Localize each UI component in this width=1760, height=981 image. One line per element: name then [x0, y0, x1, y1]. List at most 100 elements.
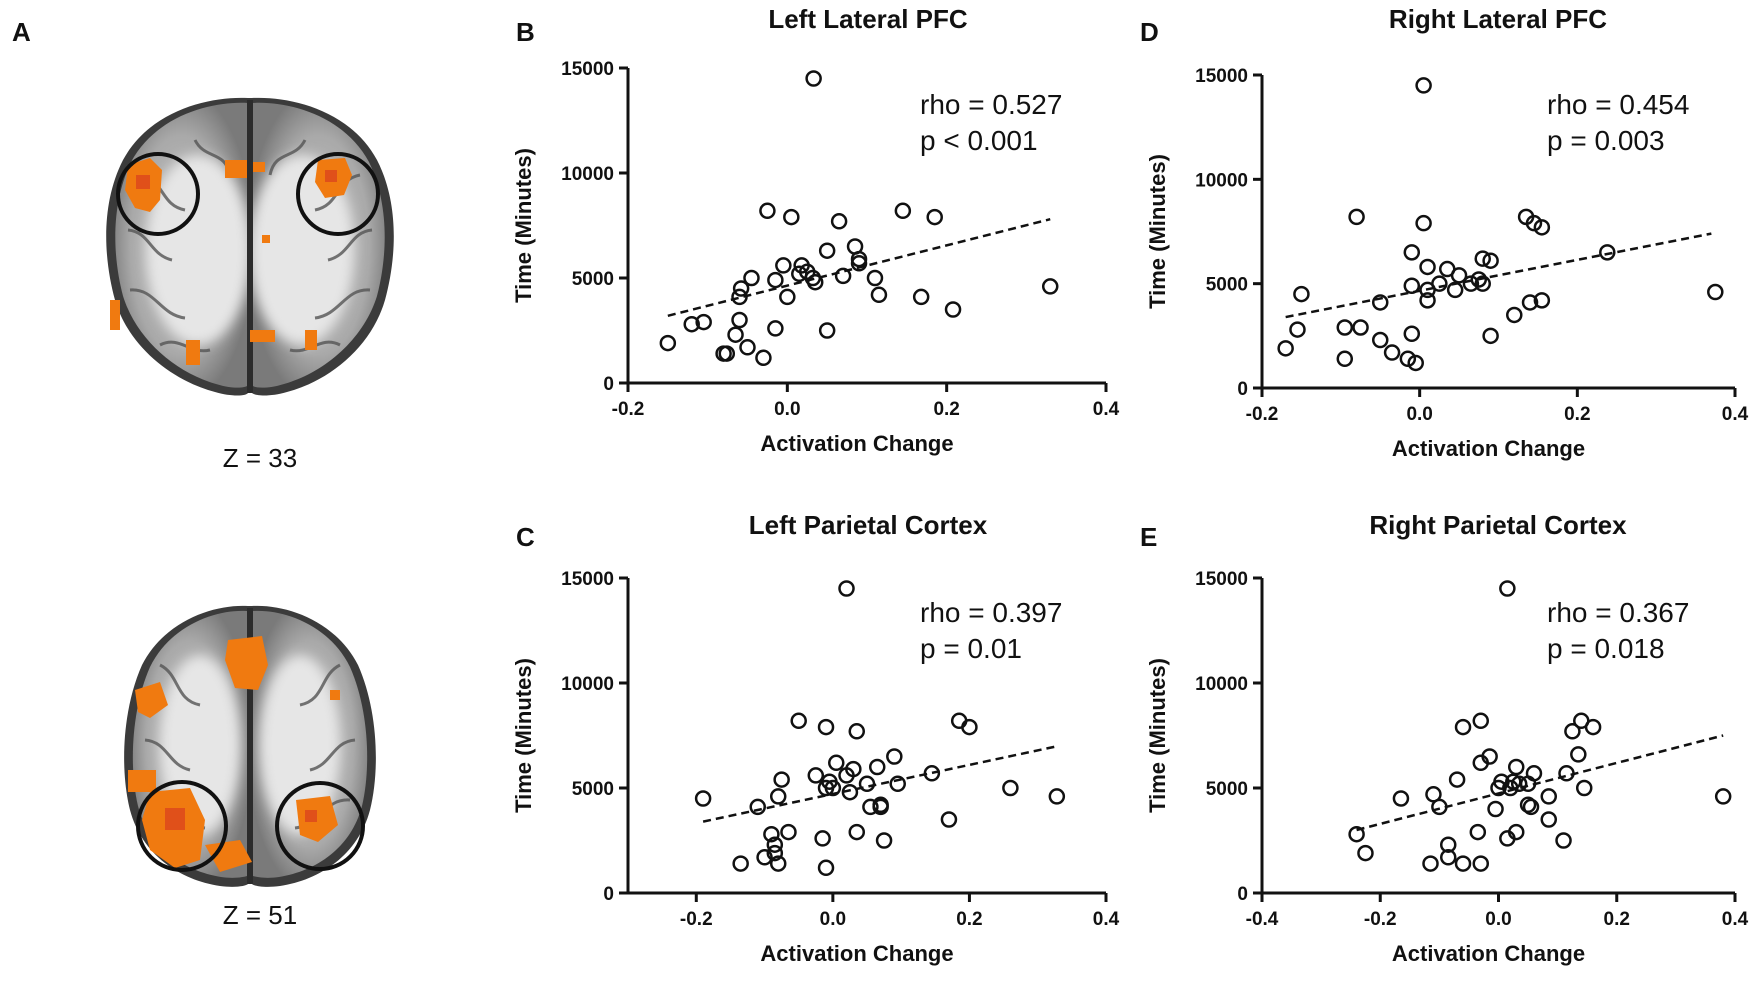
- chart-e-point: [1714, 788, 1732, 805]
- chart-c-title: Left Parietal Cortex: [749, 510, 988, 540]
- chart-d-point: [1533, 292, 1551, 309]
- chart-d-y-tick-label: 15000: [1195, 66, 1248, 87]
- chart-c-point: [875, 832, 893, 849]
- roi-circle-right-pfc: [296, 152, 380, 236]
- chart-e-point: [1469, 823, 1487, 841]
- chart-b-point: [818, 322, 836, 339]
- chart-b-panel-letter: B: [516, 17, 535, 47]
- chart-left-lateral-pfc: B Left Lateral PFC 0 5000 10000 15000 -0.2 0.0 0…: [511, 4, 1120, 456]
- chart-c-point: [807, 767, 825, 784]
- roi-circle-right-parietal: [275, 781, 365, 871]
- chart-b-point: [944, 301, 962, 318]
- chart-c-point: [756, 849, 773, 866]
- chart-e-point: [1499, 580, 1516, 597]
- chart-d-point: [1372, 294, 1389, 311]
- chart-e-point: [1490, 779, 1507, 797]
- chart-b-point: [767, 320, 784, 337]
- chart-b-point: [783, 208, 800, 226]
- chart-d-y-axis-label: Time (Minutes): [1145, 154, 1170, 309]
- chart-d-point: [1277, 340, 1294, 357]
- chart-c-point: [838, 767, 855, 784]
- chart-c-point: [749, 798, 766, 816]
- chart-d-point: [1470, 271, 1488, 288]
- chart-e-point: [1522, 798, 1540, 816]
- chart-d-point: [1533, 219, 1551, 236]
- chart-e-point: [1439, 849, 1457, 866]
- roi-circle-left-parietal: [136, 780, 228, 872]
- chart-e-point: [1454, 855, 1472, 872]
- chart-b-fit-line: [667, 217, 1051, 318]
- chart-b-point: [834, 267, 852, 285]
- chart-c-panel-letter: C: [516, 522, 535, 552]
- chart-b-y-tick-label: 0: [603, 374, 614, 395]
- chart-b-point: [894, 202, 912, 220]
- chart-b-point: [718, 345, 736, 362]
- chart-c-point: [858, 775, 876, 793]
- chart-e-point: [1487, 800, 1504, 818]
- chart-d-point: [1462, 275, 1480, 292]
- chart-c-point: [828, 754, 845, 772]
- chart-e-panel-letter: E: [1140, 522, 1157, 552]
- chart-b-stat-rho: rho = 0.527: [920, 89, 1062, 120]
- chart-d-point: [1450, 267, 1468, 284]
- chart-c-stat-p: p = 0.01: [920, 633, 1022, 664]
- chart-e-point: [1448, 771, 1466, 788]
- chart-b-point: [683, 315, 700, 333]
- chart-d-y-tick-label: 0: [1237, 379, 1248, 400]
- chart-d-panel-letter: D: [1140, 17, 1159, 47]
- chart-b-point: [695, 313, 712, 331]
- chart-b-point: [850, 255, 868, 272]
- chart-b-point: [727, 326, 744, 343]
- chart-d-point: [1348, 208, 1365, 226]
- chart-d-stat-rho: rho = 0.454: [1547, 89, 1689, 120]
- chart-e-point: [1472, 855, 1490, 872]
- chart-b-x-tick-label: 0.2: [933, 399, 959, 420]
- chart-e-point: [1540, 788, 1558, 805]
- chart-b-point: [912, 288, 930, 306]
- chart-d-point: [1599, 244, 1616, 261]
- chart-left-parietal-cortex: C Left Parietal Cortex 0 5000 10000 15000 -0.2…: [511, 510, 1120, 966]
- brain-slice-z33: [106, 97, 394, 396]
- chart-e-point: [1472, 754, 1490, 772]
- chart-d-fit-line: [1285, 232, 1712, 319]
- chart-right-lateral-pfc: D Right Lateral PFC 0 5000 10000 15000 -0.2 0.0…: [1140, 4, 1749, 461]
- chart-c-point: [841, 783, 859, 801]
- chart-b-point: [659, 334, 677, 352]
- chart-d-x-axis-label: Activation Change: [1392, 436, 1585, 461]
- chart-e-point: [1584, 718, 1602, 736]
- chart-c-point: [923, 765, 941, 782]
- chart-e-point: [1502, 779, 1519, 797]
- chart-b-point: [830, 213, 848, 230]
- chart-c-point: [817, 779, 835, 797]
- chart-d-point: [1415, 77, 1432, 94]
- chart-c-point: [1002, 779, 1019, 797]
- chart-c-y-tick-label: 15000: [561, 569, 614, 590]
- chart-c-x-tick-label: 0.2: [956, 909, 982, 930]
- chart-d-point: [1506, 306, 1523, 324]
- chart-d-point: [1482, 252, 1499, 269]
- chart-e-y-tick-label: 5000: [1206, 779, 1248, 800]
- chart-b-y-tick-label: 5000: [572, 269, 614, 290]
- chart-d-point: [1419, 281, 1436, 299]
- chart-e-stat-rho: rho = 0.367: [1547, 597, 1689, 628]
- chart-e-point: [1454, 718, 1472, 736]
- chart-b-point: [739, 339, 756, 356]
- chart-d-point: [1474, 275, 1491, 292]
- chart-b-point: [926, 208, 943, 226]
- chart-d-title: Right Lateral PFC: [1389, 4, 1607, 34]
- chart-e-y-tick-label: 0: [1237, 884, 1248, 905]
- chart-e-point: [1558, 765, 1575, 782]
- panel-a: A: [12, 17, 394, 930]
- chart-b-title: Left Lateral PFC: [768, 4, 968, 34]
- chart-d-point: [1474, 250, 1491, 267]
- chart-c-y-tick-label: 5000: [572, 779, 614, 800]
- chart-e-point: [1392, 790, 1410, 807]
- chart-b-stat-p: p < 0.001: [920, 125, 1038, 156]
- chart-c-point: [766, 836, 784, 853]
- chart-e-point: [1564, 723, 1581, 740]
- chart-c-point: [763, 825, 780, 843]
- chart-c-point: [814, 830, 831, 847]
- chart-e-point: [1507, 758, 1525, 776]
- chart-b-point: [866, 269, 884, 287]
